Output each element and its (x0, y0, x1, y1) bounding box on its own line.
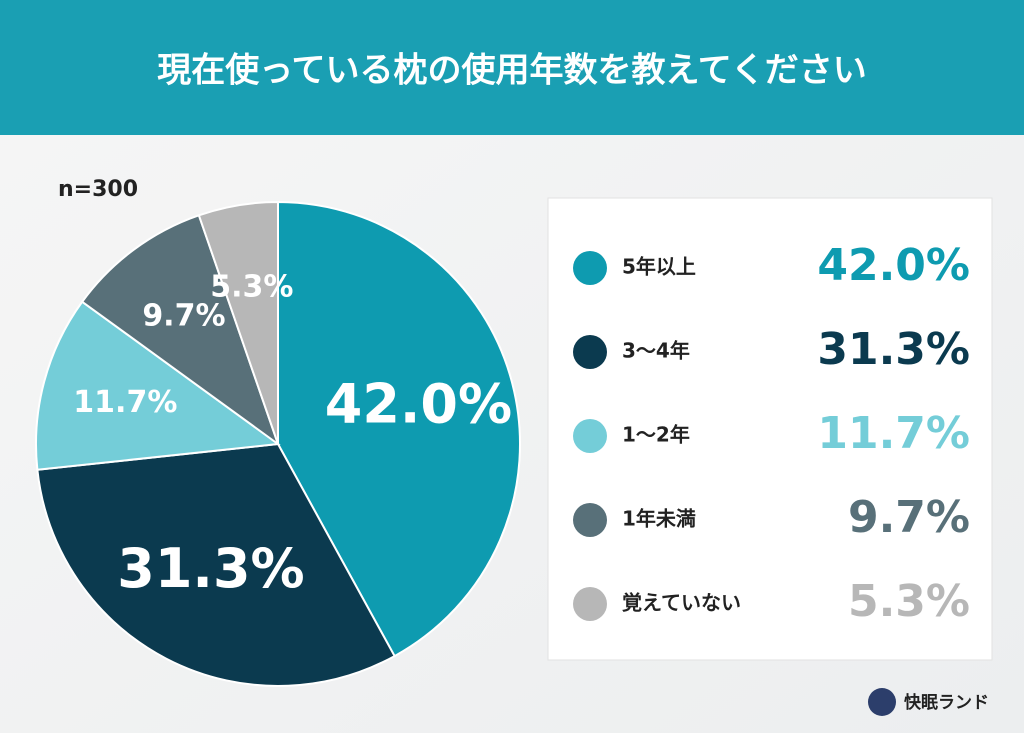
legend-value: 5.3% (848, 576, 970, 627)
header-band (0, 0, 1024, 135)
slice-label: 42.0% (325, 373, 512, 436)
brand-name: 快眠ランド (904, 692, 989, 713)
legend-label: 1年未満 (622, 507, 696, 531)
pie-slice (80, 214, 280, 447)
slice-label: 31.3% (117, 537, 304, 600)
slice-label: 11.7% (73, 385, 177, 420)
slice-label: 5.3% (210, 270, 293, 305)
legend-value: 42.0% (817, 240, 970, 291)
legend-swatch (573, 251, 607, 285)
pie-slice (35, 300, 281, 471)
pie-slice (197, 200, 279, 445)
sample-note: n=300 (58, 177, 138, 202)
legend-value: 9.7% (848, 492, 970, 543)
legend-label: 1〜2年 (622, 423, 690, 447)
legend-swatch (573, 503, 607, 537)
pie-slice (277, 200, 521, 658)
legend-label: 覚えていない (622, 591, 741, 615)
legend-label: 3〜4年 (622, 339, 690, 363)
brand-logo (868, 688, 896, 716)
legend-box (547, 197, 993, 661)
legend-swatch (573, 587, 607, 621)
pie-slice (36, 442, 396, 687)
legend-value: 11.7% (817, 408, 970, 459)
slice-label: 9.7% (142, 299, 225, 334)
legend-swatch (573, 335, 607, 369)
legend-swatch (573, 419, 607, 453)
chart-title: 現在使っている枕の使用年数を教えてください (157, 51, 867, 91)
legend-label: 5年以上 (622, 255, 696, 279)
legend-value: 31.3% (817, 324, 970, 375)
